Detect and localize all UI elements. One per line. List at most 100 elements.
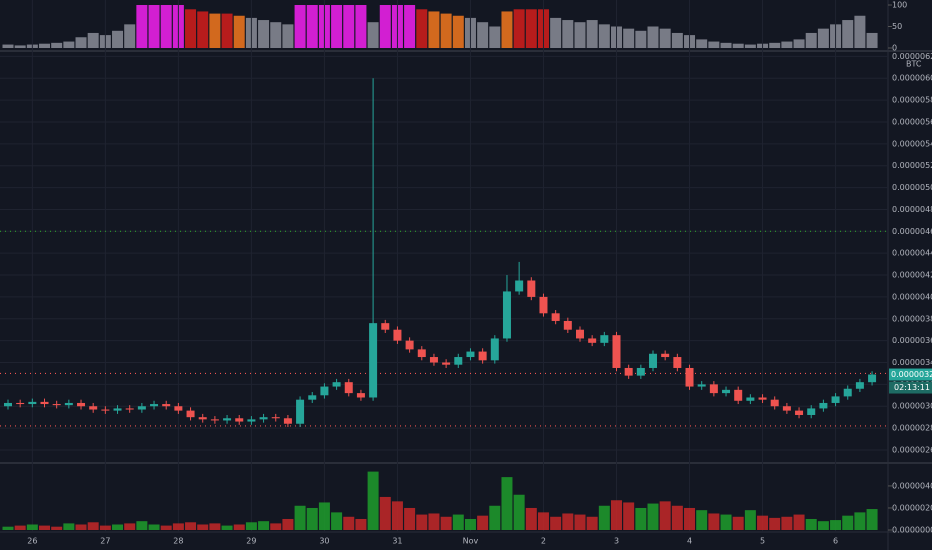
bar [51,42,63,48]
bar [537,512,549,530]
bar [294,5,306,48]
candle-body [442,362,451,365]
candle-body [417,349,426,358]
bar [2,44,14,48]
bar [452,15,464,48]
candle-body [758,397,767,400]
bar [574,514,586,530]
candle-body [52,404,61,406]
bar [39,43,51,48]
bar [513,494,525,530]
bar [793,39,805,48]
candle-body [868,374,877,383]
candle-body [831,396,840,403]
y-tick-label: 0.00000200 [892,503,932,512]
bar [355,518,367,530]
candle-body [624,367,633,376]
bar [26,524,38,530]
y-tick-label: 0.00000600 [892,74,932,83]
bar [379,496,391,530]
candle-body [369,323,378,398]
bar [598,24,610,48]
x-tick-label: 5 [760,537,765,546]
bar [696,39,708,48]
y-tick-label: 0.00000360 [892,336,932,345]
y-tick-label: 0.00000580 [892,96,932,105]
x-tick-label: 28 [173,537,183,546]
bar [428,11,440,48]
bar [611,500,622,530]
bar [659,28,671,48]
candle-body [600,335,609,343]
bar [696,510,708,530]
bar [306,507,318,530]
bar [2,526,14,530]
bar [160,525,172,530]
bar [586,20,598,48]
candle-body [502,291,511,339]
candle-body [782,406,791,411]
bar [39,525,51,530]
candle-body [344,382,353,394]
candle-body [490,338,499,361]
candle-body [709,384,718,394]
candle-body [356,393,365,398]
candle-body [539,296,548,314]
y-tick-label: 0.00000260 [892,445,932,454]
bar [598,505,610,530]
candle-body [673,357,682,368]
x-tick-label: Nov [463,537,479,546]
candle-body [247,419,256,422]
candle-body [563,320,572,330]
bar [197,524,209,530]
bar [744,510,756,530]
bar [258,20,270,48]
bar [769,517,781,530]
bar [367,22,379,48]
candle-body [296,399,305,424]
candle-body [697,384,706,387]
y-tick-label: 0.00000280 [892,424,932,433]
candle-body [113,408,122,411]
bar [75,37,87,48]
bar [172,523,184,530]
bar [51,526,63,530]
candle-body [429,357,438,363]
bar [124,523,136,530]
bar [452,514,464,530]
bar [379,5,391,48]
bar [416,9,428,49]
bar [355,5,367,48]
x-tick-label: 30 [319,537,329,546]
candle-body [855,382,864,389]
bar [550,516,562,530]
candle-body [101,409,110,411]
bar [501,477,513,530]
bar [708,513,720,530]
bar [440,13,452,49]
x-tick-label: 26 [27,537,37,546]
y-tick-label: 0.00000500 [892,183,932,192]
candle-body [381,323,390,330]
bar [428,513,440,530]
candle-body [734,389,743,401]
bar [87,32,99,48]
bar [404,5,416,48]
x-tick-label: 27 [100,537,110,546]
candle-body [16,402,25,405]
candle-body [405,340,414,350]
bar [769,42,781,48]
bar [854,512,866,530]
x-tick-label: 3 [614,537,619,546]
bar [197,11,209,48]
bar [75,524,87,530]
bar [574,22,586,48]
bar [805,32,817,48]
bar [757,515,769,530]
candle-body [235,418,244,422]
bar [659,501,671,530]
bar [294,505,306,530]
y-tick-label: 0.00000460 [892,227,932,236]
y-tick-label: 0.00000560 [892,117,932,126]
